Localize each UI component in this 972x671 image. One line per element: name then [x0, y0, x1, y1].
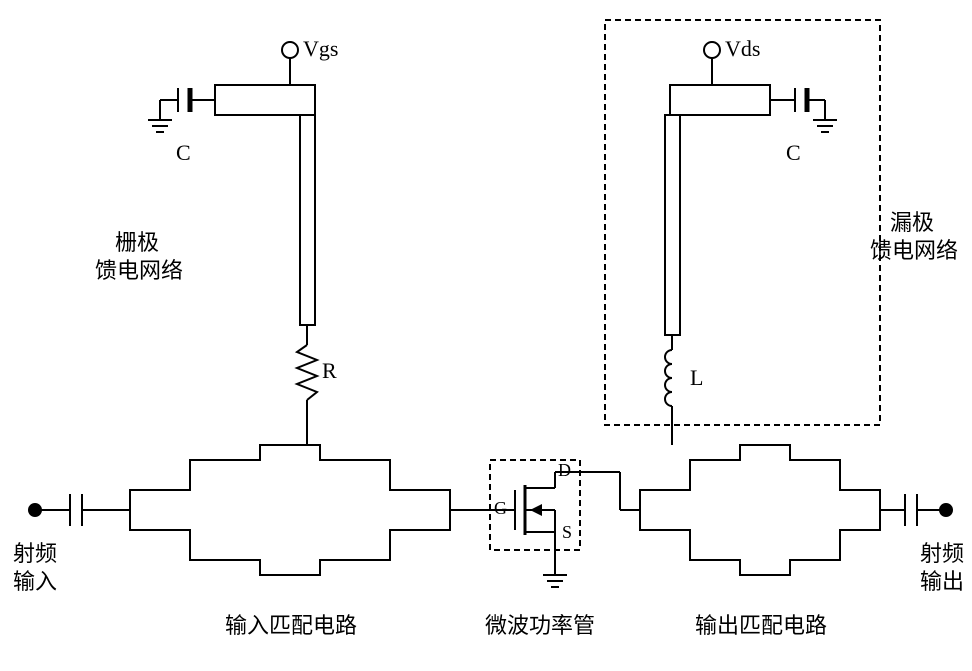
c-right-label: C: [786, 140, 801, 166]
tl-rect: [300, 115, 315, 325]
s-label: S: [562, 522, 572, 543]
rf-in-label-2: 输入: [13, 564, 57, 596]
c-left-label: C: [176, 140, 191, 166]
vgs-terminal: [282, 42, 298, 58]
d-label: D: [558, 460, 571, 481]
g-label: G: [494, 498, 507, 519]
output-match-label: 输出匹配电路: [695, 608, 827, 640]
resistor-r: [297, 345, 317, 400]
input-match-label: 输入匹配电路: [225, 608, 357, 640]
l-label: L: [690, 365, 703, 391]
drain-feed-box: [605, 20, 880, 425]
drain-feed-label-2: 馈电网络: [870, 233, 958, 265]
vds-label: Vds: [725, 36, 760, 62]
vds-terminal: [704, 42, 720, 58]
power-tube-label: 微波功率管: [485, 608, 595, 640]
output-match-block: [640, 445, 880, 575]
rf-out-port: [940, 504, 952, 516]
gate-feed-label-2: 馈电网络: [95, 253, 183, 285]
tl-rect: [665, 115, 680, 335]
vgs-label: Vgs: [303, 36, 338, 62]
stub-rect: [670, 85, 770, 115]
stub-rect: [215, 85, 315, 115]
rf-out-label-2: 输出: [920, 564, 964, 596]
fet-arrow: [530, 504, 542, 516]
rf-in-port: [29, 504, 41, 516]
inductor-l: [665, 350, 672, 406]
r-label: R: [322, 358, 337, 384]
input-match-block: [130, 445, 450, 575]
